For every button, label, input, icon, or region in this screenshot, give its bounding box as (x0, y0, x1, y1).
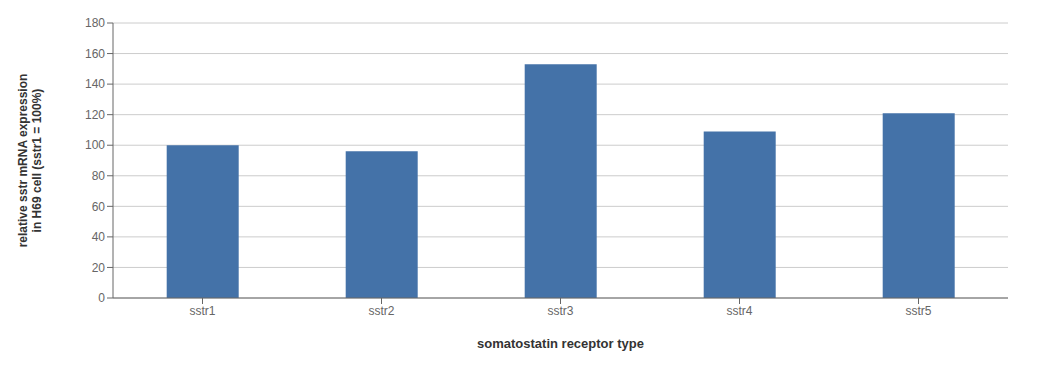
svg-text:sstr4: sstr4 (726, 304, 752, 318)
svg-text:120: 120 (85, 108, 105, 122)
svg-text:relative sstr mRNA expressioni: relative sstr mRNA expressionin H69 cell… (16, 74, 44, 248)
svg-text:sstr5: sstr5 (905, 304, 931, 318)
svg-text:60: 60 (92, 200, 106, 214)
svg-text:sstr2: sstr2 (368, 304, 394, 318)
svg-text:0: 0 (98, 291, 105, 305)
svg-text:180: 180 (85, 16, 105, 30)
svg-text:100: 100 (85, 138, 105, 152)
svg-text:sstr3: sstr3 (547, 304, 573, 318)
svg-text:40: 40 (92, 230, 106, 244)
svg-text:20: 20 (92, 261, 106, 275)
svg-text:160: 160 (85, 47, 105, 61)
svg-text:sstr1: sstr1 (189, 304, 215, 318)
svg-text:140: 140 (85, 77, 105, 91)
svg-text:80: 80 (92, 169, 106, 183)
svg-text:somatostatin receptor type: somatostatin receptor type (477, 336, 644, 351)
